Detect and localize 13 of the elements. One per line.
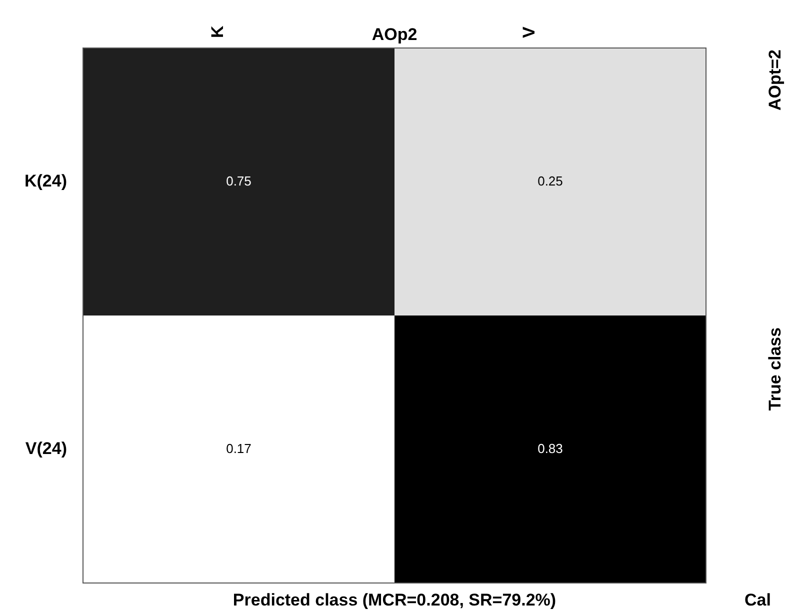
- x-tick-label: V: [520, 26, 539, 38]
- text: AOpt=2: [766, 50, 785, 110]
- data-label: 0.83: [538, 440, 563, 456]
- chart-title: AOp2: [372, 25, 418, 44]
- text: Cal: [744, 590, 771, 610]
- y-axis-title: True class: [766, 327, 785, 411]
- y-tick-label: V(24): [25, 438, 67, 458]
- x-tick-label: K: [208, 25, 228, 38]
- data-label: 0.25: [538, 173, 563, 188]
- data-label: 0.17: [226, 440, 252, 456]
- x-axis-title: Predicted class (MCR=0.208, SR=79.2%): [232, 590, 556, 610]
- y-tick-label: K(24): [24, 171, 67, 190]
- data-label: 0.75: [226, 173, 252, 188]
